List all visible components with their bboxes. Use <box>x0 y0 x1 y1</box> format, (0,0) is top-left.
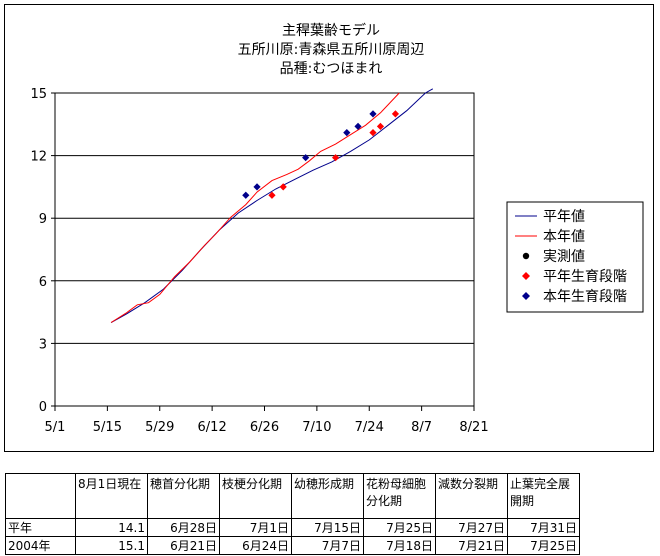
chart-frame: 主稈葉齢モデル 五所川原:青森県五所川原周辺 品種:むつほまれ 0 3 6 9 12 15… <box>4 4 654 452</box>
x-tick-label: 6/12 <box>198 420 227 435</box>
table-cell: 6月24日 <box>219 536 292 555</box>
x-tick-label: 5/1 <box>45 420 66 435</box>
legend-label: 本年値 <box>543 229 585 245</box>
leaf-age-chart: 主稈葉齢モデル 五所川原:青森県五所川原周辺 品種:むつほまれ 0 3 6 9 12 15… <box>30 22 644 435</box>
data-point <box>376 122 385 130</box>
x-tick-label: 8/7 <box>411 420 432 435</box>
x-tick-label: 8/21 <box>459 420 488 435</box>
table-cell: 7月21日 <box>435 536 508 555</box>
legend-label: 平年値 <box>543 209 585 225</box>
table-cell: 7月1日 <box>219 518 292 537</box>
data-point <box>369 129 377 137</box>
table-header-cell: 幼穂形成期 <box>291 473 364 519</box>
x-tick-label: 5/15 <box>93 420 122 435</box>
legend-label: 本年生育段階 <box>543 289 627 305</box>
table-cell: 7月18日 <box>363 536 436 555</box>
data-point <box>253 183 261 191</box>
data-point <box>369 110 377 118</box>
table-cell: 7月25日 <box>363 518 436 537</box>
data-point <box>302 154 310 162</box>
table-row-label: 2004年 <box>5 536 76 555</box>
legend-label: 実測値 <box>543 249 585 265</box>
table-cell: 7月25日 <box>507 536 580 555</box>
table-cell: 14.1 <box>75 518 148 537</box>
legend-label: 平年生育段階 <box>543 269 627 285</box>
table-header-cell: 減数分裂期 <box>435 473 508 519</box>
x-tick-label: 6/26 <box>250 420 279 435</box>
table-header-row: 8月1日現在 穂首分化期 枝梗分化期 幼穂形成期 花粉母細胞分化期 減数分裂期 … <box>5 473 580 519</box>
table-cell: 15.1 <box>75 536 148 555</box>
data-point <box>268 191 276 199</box>
series-line <box>110 88 434 323</box>
chart-title-line-3: 品種:むつほまれ <box>280 61 383 77</box>
table-cell: 6月21日 <box>147 536 220 555</box>
data-point <box>242 191 250 199</box>
x-tick-label: 7/24 <box>355 420 384 435</box>
table-header-cell: 穂首分化期 <box>147 473 220 519</box>
table-header-cell: 8月1日現在 <box>75 473 148 519</box>
legend-swatch <box>522 272 530 280</box>
chart-title-line-1: 主稈葉齢モデル <box>282 22 380 39</box>
legend-swatch <box>522 292 530 300</box>
legend-swatch <box>522 252 530 260</box>
data-point <box>279 183 287 191</box>
y-tick-label: 6 <box>39 275 47 290</box>
data-point <box>331 154 340 162</box>
data-point <box>391 110 400 118</box>
y-tick-label: 0 <box>39 400 47 415</box>
x-tick-label: 7/10 <box>302 420 331 435</box>
legend-box <box>506 201 644 313</box>
y-tick-label: 9 <box>39 212 47 227</box>
table-header-cell: 止葉完全展開期 <box>507 473 580 519</box>
data-point <box>354 122 362 130</box>
table-cell: 7月27日 <box>435 518 508 537</box>
growth-stage-table: 8月1日現在 穂首分化期 枝梗分化期 幼穂形成期 花粉母細胞分化期 減数分裂期 … <box>5 473 580 555</box>
data-point <box>343 129 351 137</box>
chart-title-line-2: 五所川原:青森県五所川原周辺 <box>238 42 425 58</box>
table-header-cell: 枝梗分化期 <box>219 473 292 519</box>
plot-area <box>54 92 475 407</box>
series-line <box>110 92 400 323</box>
table-header-cell: 花粉母細胞分化期 <box>363 473 436 519</box>
y-tick-label: 12 <box>30 150 47 165</box>
table-cell: 7月31日 <box>507 518 580 537</box>
table-row: 平年 14.1 6月28日 7月1日 7月15日 7月25日 7月27日 7月3… <box>5 518 580 537</box>
table-cell: 6月28日 <box>147 518 220 537</box>
y-tick-label: 15 <box>30 87 47 102</box>
y-tick-label: 3 <box>39 337 47 352</box>
x-tick-label: 5/29 <box>145 420 174 435</box>
table-header-cell <box>5 473 76 519</box>
table-cell: 7月15日 <box>291 518 364 537</box>
table-row-label: 平年 <box>5 518 76 537</box>
table-row: 2004年 15.1 6月21日 6月24日 7月7日 7月18日 7月21日 … <box>5 536 580 555</box>
table-cell: 7月7日 <box>291 536 364 555</box>
